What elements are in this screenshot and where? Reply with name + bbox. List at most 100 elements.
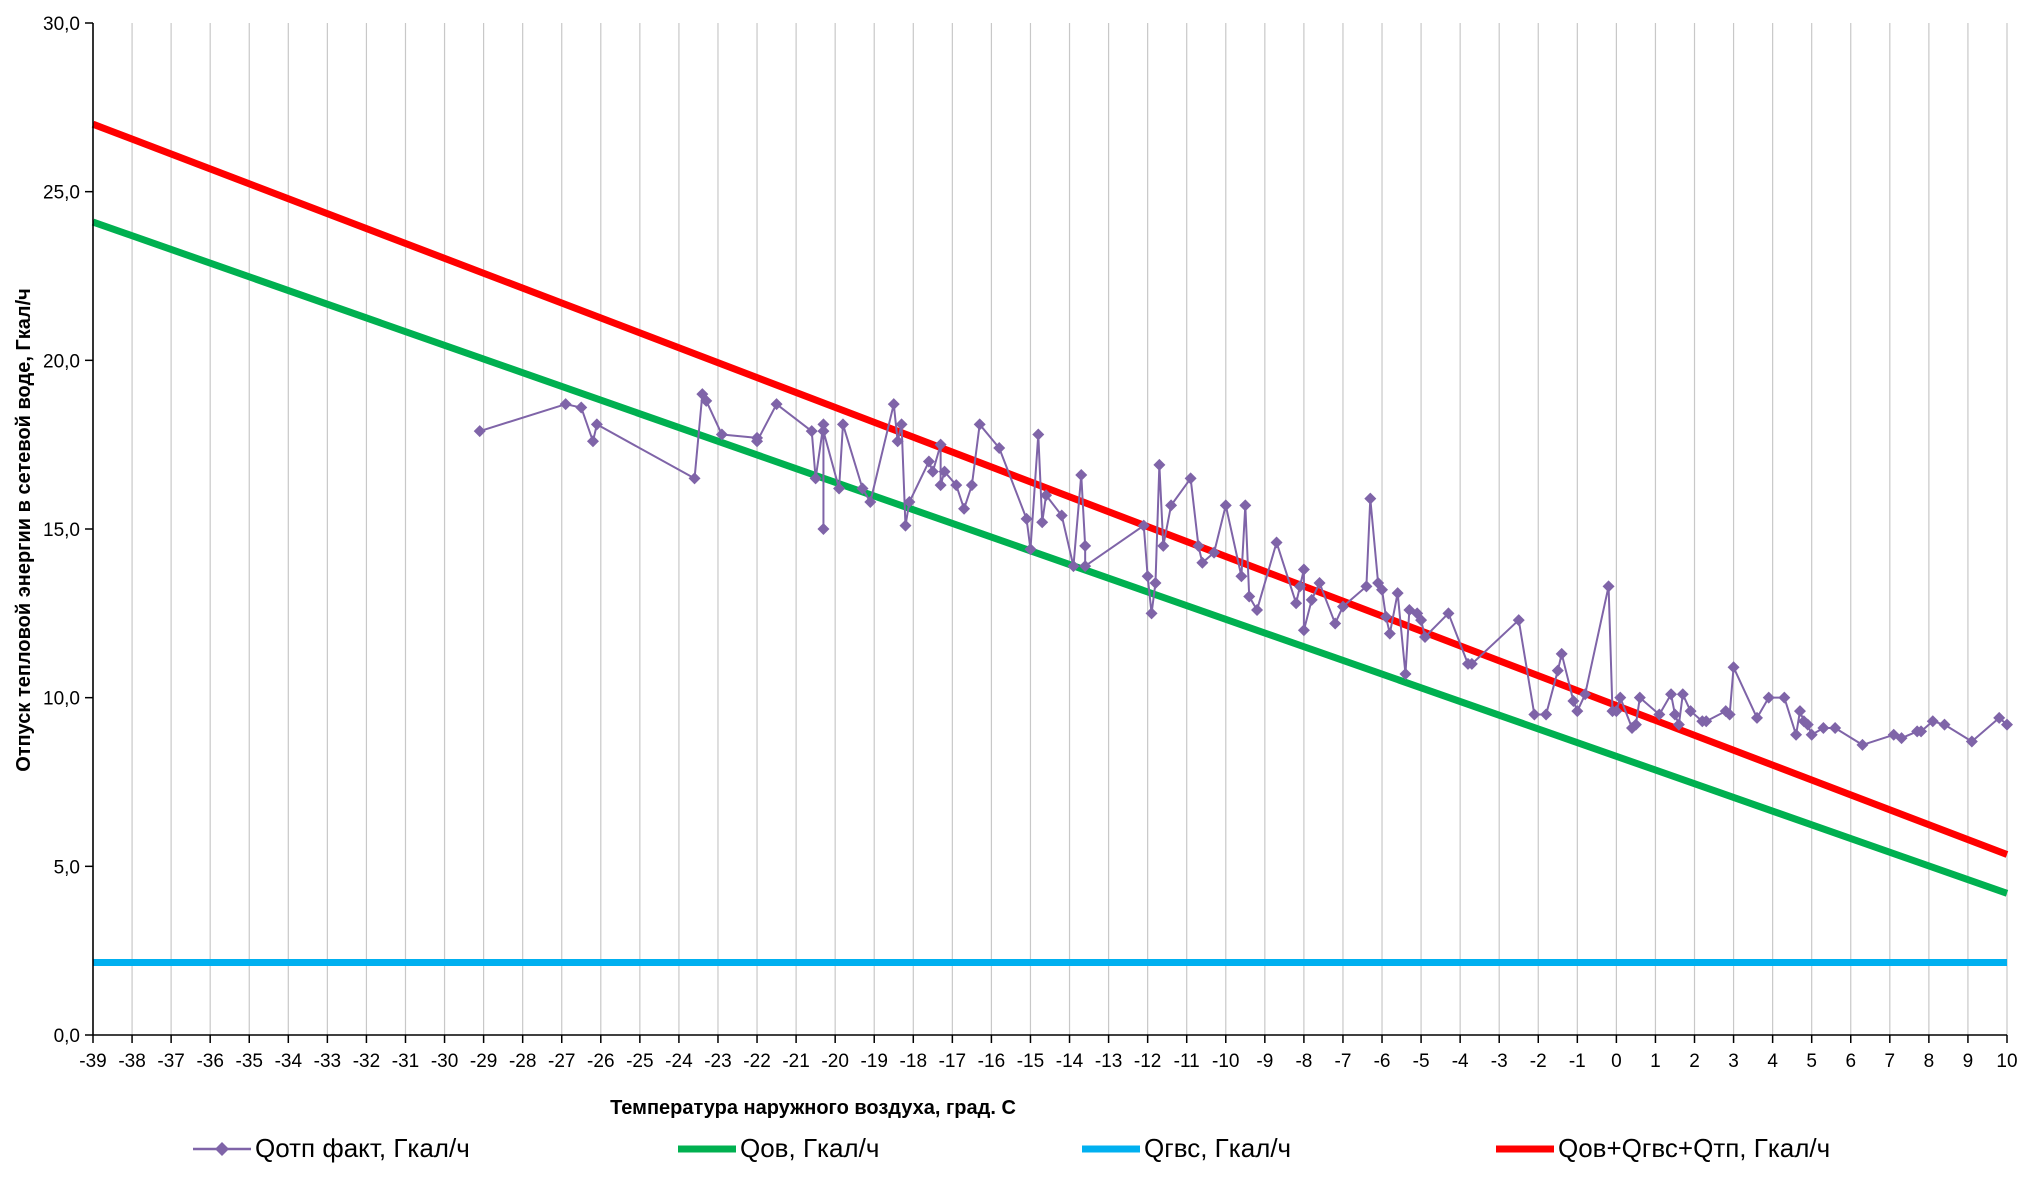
x-tick-label: -25 <box>626 1051 653 1072</box>
data-point <box>1895 732 1908 745</box>
x-tick-label: -8 <box>1295 1051 1312 1072</box>
x-tick-label: 4 <box>1767 1051 1778 1072</box>
data-point <box>958 502 971 515</box>
y-axis-title: Отпуск тепловой энергии в сетевой воде, … <box>13 288 35 772</box>
x-axis-title: Температура наружного воздуха, град. С <box>610 1097 1016 1119</box>
data-point <box>1145 607 1158 620</box>
data-point <box>1336 600 1349 613</box>
data-point <box>1383 627 1396 640</box>
data-point <box>1555 647 1568 660</box>
data-point <box>1778 691 1791 704</box>
x-tick-label: -34 <box>275 1051 303 1072</box>
data-point <box>856 482 869 495</box>
data-point <box>1270 536 1283 549</box>
data-point <box>817 425 830 438</box>
data-point <box>1391 587 1404 600</box>
data-point <box>922 455 935 468</box>
x-tick-label: -13 <box>1095 1051 1122 1072</box>
data-point <box>1141 570 1154 583</box>
data-point <box>1137 519 1150 532</box>
data-point <box>1079 539 1092 552</box>
data-point <box>938 465 951 478</box>
x-tick-label: 10 <box>1996 1051 2017 1072</box>
data-point <box>1376 583 1389 596</box>
data-point <box>1762 691 1775 704</box>
data-point <box>1571 705 1584 718</box>
data-point <box>1540 708 1553 721</box>
y-tick-label: 0,0 <box>54 1026 80 1047</box>
data-point <box>1251 603 1264 616</box>
grid-layer <box>93 23 2008 1035</box>
data-point <box>770 398 783 411</box>
data-point <box>1297 563 1310 576</box>
data-point <box>950 479 963 492</box>
x-tick-label: -2 <box>1530 1051 1547 1072</box>
data-point <box>1290 597 1303 610</box>
data-point <box>891 435 904 448</box>
data-point <box>1293 580 1306 593</box>
data-point <box>559 398 572 411</box>
data-point <box>1665 688 1678 701</box>
data-point <box>1219 499 1232 512</box>
axes-layer <box>85 22 2008 1043</box>
data-point <box>1196 556 1209 569</box>
x-tick-label: -18 <box>900 1051 927 1072</box>
x-tick-label: 2 <box>1689 1051 1700 1072</box>
x-tick-label: -19 <box>860 1051 887 1072</box>
data-point <box>1829 722 1842 735</box>
data-point <box>715 428 728 441</box>
data-point <box>805 425 818 438</box>
data-point <box>864 496 877 509</box>
x-tick-label: -28 <box>509 1051 536 1072</box>
data-point <box>1614 691 1627 704</box>
data-point <box>1442 607 1455 620</box>
data-point <box>1360 580 1373 593</box>
data-point <box>688 472 701 485</box>
data-point <box>473 425 486 438</box>
data-point <box>1399 668 1412 681</box>
x-tick-label: 6 <box>1845 1051 1856 1072</box>
data-point <box>586 435 599 448</box>
series-4-group <box>91 120 2009 858</box>
data-point <box>1751 711 1764 724</box>
data-point <box>1915 725 1928 738</box>
data-point <box>1075 469 1088 482</box>
data-point <box>1067 560 1080 573</box>
data-point <box>1192 539 1205 552</box>
data-point <box>817 418 830 431</box>
data-point <box>903 496 916 509</box>
data-point <box>1024 543 1037 556</box>
x-tick-label: -10 <box>1212 1051 1239 1072</box>
y-tick-label: 5,0 <box>54 857 80 878</box>
x-tick-label: -33 <box>314 1051 341 1072</box>
data-point <box>934 438 947 451</box>
data-point <box>1793 705 1806 718</box>
data-point <box>1079 560 1092 573</box>
data-point <box>1938 718 1951 731</box>
x-tick-label: -36 <box>196 1051 223 1072</box>
x-tick-label: 8 <box>1924 1051 1935 1072</box>
series-1-group <box>473 388 2013 751</box>
data-point <box>1856 738 1869 751</box>
data-point <box>2001 718 2013 731</box>
x-tick-label: -38 <box>118 1051 145 1072</box>
x-tick-label: -4 <box>1452 1051 1469 1072</box>
data-point <box>1672 718 1685 731</box>
x-tick-label: -23 <box>704 1051 731 1072</box>
series-layer <box>91 120 2013 966</box>
legend-item-1: Qотп факт, Гкал/ч <box>193 1133 470 1163</box>
data-point <box>1817 722 1830 735</box>
x-tick-label: -9 <box>1256 1051 1273 1072</box>
x-tick-label: -3 <box>1491 1051 1508 1072</box>
data-point <box>590 418 603 431</box>
series-2-line <box>91 218 2009 897</box>
data-point <box>1036 516 1049 529</box>
data-point <box>1567 695 1580 708</box>
legend-item-3: Qгвс, Гкал/ч <box>1082 1133 1291 1163</box>
data-point <box>899 519 912 532</box>
data-point <box>934 479 947 492</box>
x-tick-label: -20 <box>821 1051 848 1072</box>
data-point <box>926 465 939 478</box>
data-point <box>1415 614 1428 627</box>
data-point <box>1235 570 1248 583</box>
